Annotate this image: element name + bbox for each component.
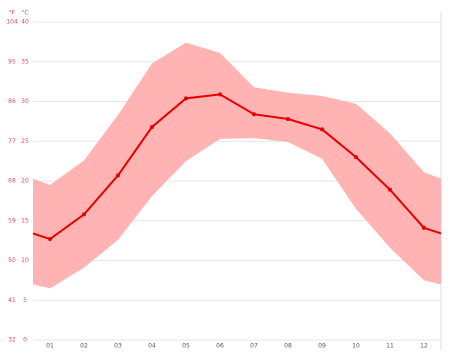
x-tick-label: 04 bbox=[148, 343, 156, 350]
mean-point bbox=[82, 212, 86, 217]
x-tick-label: 06 bbox=[216, 343, 224, 350]
mean-point bbox=[184, 96, 188, 101]
y2-tick-label: 41 bbox=[8, 297, 16, 304]
y-tick-label: 35 bbox=[21, 58, 29, 65]
x-tick-label: 01 bbox=[46, 343, 54, 350]
mean-point bbox=[116, 173, 120, 178]
x-tick-label: 02 bbox=[80, 343, 88, 350]
mean-point bbox=[286, 116, 290, 121]
x-tick-label: 10 bbox=[352, 343, 360, 350]
y-tick-label: 5 bbox=[23, 297, 27, 304]
mean-point bbox=[218, 92, 222, 97]
y2-tick-label: 32 bbox=[8, 337, 16, 344]
mean-point bbox=[422, 225, 426, 230]
y2-tick-label: 68 bbox=[8, 178, 16, 185]
x-tick-label: 08 bbox=[284, 343, 292, 350]
y2-tick-label: 86 bbox=[8, 98, 16, 105]
y2-tick-label: 50 bbox=[8, 257, 16, 264]
mean-point bbox=[48, 237, 52, 242]
mean-point bbox=[150, 124, 154, 129]
y-tick-label: 20 bbox=[21, 178, 29, 185]
y2-tick-label: 77 bbox=[8, 138, 16, 145]
y2-tick-label: 104 bbox=[6, 19, 18, 26]
temperature-range bbox=[33, 42, 441, 289]
mean-point bbox=[252, 112, 256, 117]
x-tick-label: 07 bbox=[250, 343, 258, 350]
x-tick-label: 09 bbox=[318, 343, 326, 350]
y-tick-label: 0 bbox=[23, 337, 27, 344]
edge-line bbox=[32, 226, 442, 240]
y-tick-label: 25 bbox=[21, 138, 29, 145]
y-tick-label: 40 bbox=[21, 19, 29, 26]
x-tick-label: 11 bbox=[386, 343, 394, 350]
y-header: °C bbox=[21, 10, 28, 17]
y2-tick-label: 59 bbox=[8, 217, 16, 224]
y-tick-label: 30 bbox=[21, 98, 29, 105]
mean-point bbox=[354, 155, 358, 160]
mean-point bbox=[388, 187, 392, 192]
x-tick-label: 03 bbox=[114, 343, 122, 350]
y2-header: °F bbox=[9, 10, 16, 17]
x-tick-label: 05 bbox=[182, 343, 190, 350]
mean-point bbox=[320, 127, 324, 132]
y-tick-label: 10 bbox=[21, 257, 29, 264]
x-tick-label: 12 bbox=[420, 343, 428, 350]
y-tick-label: 15 bbox=[21, 217, 29, 224]
y2-tick-label: 95 bbox=[8, 58, 16, 65]
mean-line bbox=[49, 93, 425, 240]
